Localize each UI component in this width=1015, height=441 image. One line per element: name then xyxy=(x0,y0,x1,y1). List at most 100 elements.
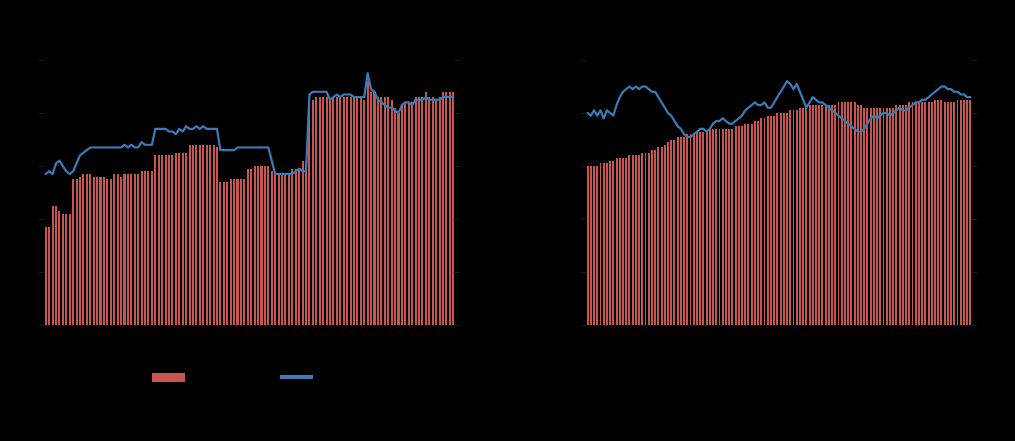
bar xyxy=(757,120,760,325)
bar xyxy=(596,166,599,325)
bar xyxy=(383,97,386,325)
bar xyxy=(335,97,338,325)
bar xyxy=(969,99,972,325)
bar xyxy=(277,173,280,325)
bar xyxy=(660,147,663,325)
bar xyxy=(882,107,885,325)
axis-tick-mark xyxy=(581,218,586,220)
bar xyxy=(728,128,731,325)
bar xyxy=(776,113,779,325)
bar xyxy=(332,97,335,325)
axis-tick-mark xyxy=(972,324,977,326)
bar-series-right xyxy=(586,60,972,325)
bar xyxy=(229,179,232,325)
bar xyxy=(356,97,359,325)
bar xyxy=(885,107,888,325)
bar xyxy=(215,147,218,325)
axis-tick-mark xyxy=(39,324,44,326)
bar xyxy=(779,113,782,325)
bar xyxy=(157,155,160,325)
bar xyxy=(126,173,129,325)
bar xyxy=(174,152,177,325)
bar xyxy=(418,97,421,325)
bar xyxy=(147,171,150,325)
bar xyxy=(811,105,814,325)
bar xyxy=(895,105,898,325)
bar xyxy=(96,176,99,325)
bar xyxy=(753,120,756,325)
bar xyxy=(68,213,71,325)
bar xyxy=(747,123,750,325)
bar xyxy=(924,102,927,325)
bar-series-left xyxy=(44,60,455,325)
bar xyxy=(856,105,859,325)
bar xyxy=(934,99,936,325)
legend-swatch-line-icon xyxy=(280,375,313,379)
bar xyxy=(291,168,294,325)
bar xyxy=(789,110,792,325)
bar xyxy=(905,105,907,325)
bar xyxy=(808,105,811,325)
bar xyxy=(750,123,753,325)
bar xyxy=(205,144,208,325)
bar xyxy=(202,144,205,325)
bar xyxy=(956,99,959,325)
bar xyxy=(448,91,451,325)
bar xyxy=(92,176,95,325)
bar xyxy=(424,91,427,325)
bar xyxy=(827,105,830,325)
bar xyxy=(589,166,592,325)
axis-tick-label: 60 xyxy=(464,160,476,171)
bar xyxy=(786,113,788,325)
bar xyxy=(628,155,631,325)
bar xyxy=(644,152,647,325)
bar xyxy=(260,166,263,325)
axis-tick-label: 80 xyxy=(565,107,577,118)
bar xyxy=(421,97,424,325)
bar xyxy=(773,115,776,325)
bar xyxy=(102,176,105,325)
bar xyxy=(863,107,866,325)
bar xyxy=(647,152,650,325)
bar xyxy=(908,102,911,325)
bar xyxy=(879,107,882,325)
bar xyxy=(161,155,164,325)
bar xyxy=(287,173,290,325)
legend-left xyxy=(80,368,440,386)
axis-tick-label: 100 xyxy=(560,54,577,65)
bar xyxy=(51,205,54,325)
bar xyxy=(792,110,795,325)
bar xyxy=(586,166,589,325)
legend-item-line-left[interactable] xyxy=(280,368,319,386)
bar xyxy=(349,97,352,325)
bar xyxy=(731,128,734,325)
bar xyxy=(233,179,236,325)
bar xyxy=(840,102,843,325)
bar xyxy=(911,102,914,325)
bar xyxy=(950,102,953,325)
bar xyxy=(438,97,441,325)
bar xyxy=(946,102,949,325)
bar xyxy=(940,99,943,325)
bar xyxy=(387,97,390,325)
bar xyxy=(657,147,660,325)
bar xyxy=(267,166,270,325)
bar xyxy=(243,179,246,325)
bar xyxy=(605,163,608,325)
axis-tick-label: 40 xyxy=(23,213,35,224)
legend-swatch-bar-icon xyxy=(152,372,185,382)
bar xyxy=(54,205,57,325)
bar xyxy=(966,99,969,325)
legend-item-bars-left[interactable] xyxy=(152,368,191,386)
bar xyxy=(318,97,321,325)
bar xyxy=(663,144,666,325)
axis-tick-mark xyxy=(972,218,977,220)
bar xyxy=(390,99,393,325)
axis-tick-mark xyxy=(39,271,44,273)
bar xyxy=(847,102,850,325)
bar xyxy=(802,107,805,325)
bar xyxy=(689,134,692,325)
bar xyxy=(376,97,379,325)
axis-tick-mark xyxy=(581,324,586,326)
